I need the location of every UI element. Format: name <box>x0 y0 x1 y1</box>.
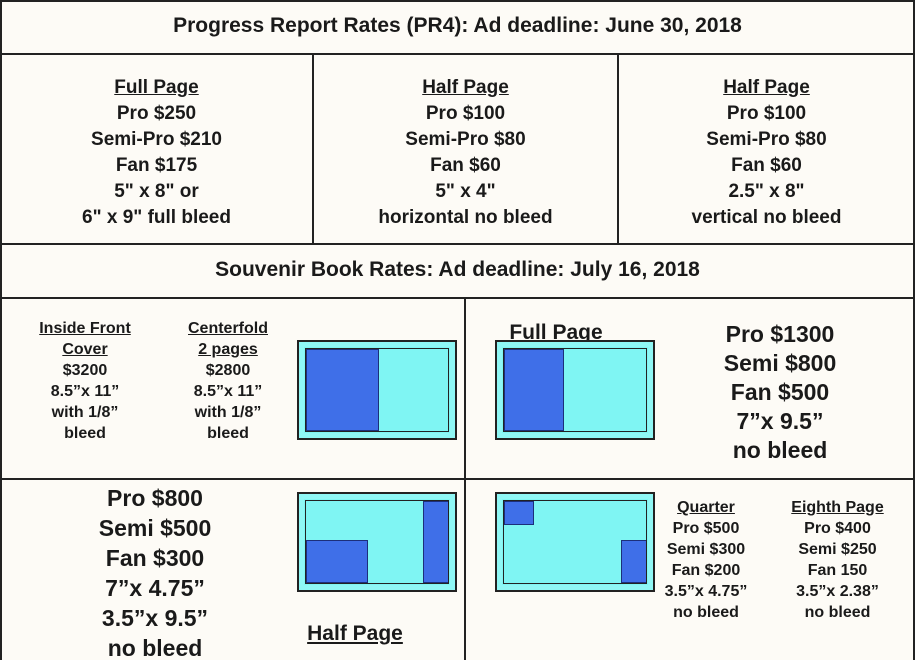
text-line: 5" x 8" or <box>0 179 313 205</box>
text-line: Eighth Page <box>765 497 910 518</box>
layout-diagram <box>495 340 655 440</box>
rule <box>0 297 915 299</box>
text-line: no bleed <box>645 602 767 623</box>
text-line: Semi-Pro $80 <box>313 127 618 153</box>
text-line: Pro $100 <box>313 101 618 127</box>
text-line: Pro $250 <box>0 101 313 127</box>
text-line: no bleed <box>765 602 910 623</box>
text-line: bleed <box>160 423 296 444</box>
text-line: Full Page <box>0 75 313 101</box>
text-line: 3.5”x 9.5” <box>10 603 300 633</box>
text-line: Half Page <box>313 75 618 101</box>
text-line: 8.5”x 11” <box>10 381 160 402</box>
rule <box>0 243 915 245</box>
text-line: vertical no bleed <box>618 205 915 231</box>
text-line: Semi $800 <box>660 349 900 378</box>
text-line: $3200 <box>10 360 160 381</box>
text-line: $2800 <box>160 360 296 381</box>
text-line: no bleed <box>660 436 900 465</box>
text-line: Fan $60 <box>618 153 915 179</box>
text-line: Fan $300 <box>10 543 300 573</box>
rate-sheet: Progress Report Rates (PR4): Ad deadline… <box>0 0 915 660</box>
text-line: Pro $500 <box>645 518 767 539</box>
text-line: 3.5”x 4.75” <box>645 581 767 602</box>
text-line: with 1/8” <box>160 402 296 423</box>
text-line: 2 pages <box>160 339 296 360</box>
text-line: with 1/8” <box>10 402 160 423</box>
text-line: Semi $500 <box>10 513 300 543</box>
text-line: Cover <box>10 339 160 360</box>
text-line: 2.5" x 8" <box>618 179 915 205</box>
text-line: Half Page <box>618 75 915 101</box>
text-line: 7”x 4.75” <box>10 573 300 603</box>
layout-diagram <box>495 492 655 592</box>
rule <box>464 297 466 660</box>
text-line: 8.5”x 11” <box>160 381 296 402</box>
text-line: 5" x 4" <box>313 179 618 205</box>
text-line: 7”x 9.5” <box>660 407 900 436</box>
layout-diagram <box>297 492 457 592</box>
text-line: Fan $60 <box>313 153 618 179</box>
text-line: Pro $400 <box>765 518 910 539</box>
text-line: Pro $800 <box>10 483 300 513</box>
text-line: Semi-Pro $210 <box>0 127 313 153</box>
ad-size-title: Half Page <box>275 620 435 648</box>
text-line: Semi $300 <box>645 539 767 560</box>
text-line: Fan $500 <box>660 378 900 407</box>
text-line: Semi $250 <box>765 539 910 560</box>
rule <box>0 0 915 2</box>
section-title: Progress Report Rates (PR4): Ad deadline… <box>0 14 915 38</box>
text-line: Centerfold <box>160 318 296 339</box>
layout-diagram <box>297 340 457 440</box>
text-line: Pro $100 <box>618 101 915 127</box>
text-line: 3.5”x 2.38” <box>765 581 910 602</box>
text-line: bleed <box>10 423 160 444</box>
text-line: Semi-Pro $80 <box>618 127 915 153</box>
rule <box>0 478 915 480</box>
text-line: Quarter <box>645 497 767 518</box>
section-title: Souvenir Book Rates: Ad deadline: July 1… <box>0 258 915 282</box>
rule <box>0 53 915 55</box>
text-line: Fan 150 <box>765 560 910 581</box>
text-line: Fan $175 <box>0 153 313 179</box>
text-line: Pro $1300 <box>660 320 900 349</box>
text-line: no bleed <box>10 633 300 660</box>
text-line: horizontal no bleed <box>313 205 618 231</box>
text-line: Inside Front <box>10 318 160 339</box>
text-line: Half Page <box>275 620 435 648</box>
text-line: Fan $200 <box>645 560 767 581</box>
text-line: 6" x 9" full bleed <box>0 205 313 231</box>
